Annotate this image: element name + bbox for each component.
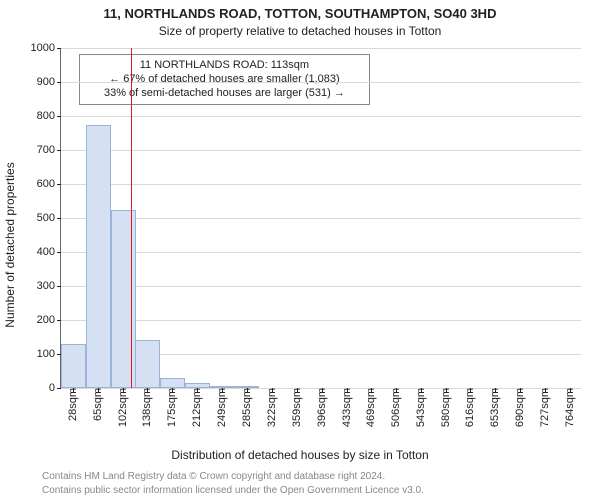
y-tick-mark <box>57 218 61 219</box>
y-tick-mark <box>57 48 61 49</box>
x-tick-label: 359sqm <box>291 388 303 427</box>
x-tick-label: 138sqm <box>141 388 153 427</box>
gridline <box>61 184 581 185</box>
footer-line-2: Contains public sector information licen… <box>42 485 424 496</box>
y-tick-mark <box>57 150 61 151</box>
y-tick-label: 700 <box>37 144 55 156</box>
gridline <box>61 48 581 49</box>
y-tick-mark <box>57 320 61 321</box>
x-tick-label: 175sqm <box>166 388 178 427</box>
x-tick-label: 322sqm <box>266 388 278 427</box>
histogram-bar <box>210 386 235 388</box>
gridline <box>61 286 581 287</box>
gridline <box>61 218 581 219</box>
x-tick-label: 28sqm <box>67 388 79 421</box>
x-tick-label: 285sqm <box>241 388 253 427</box>
histogram-bar <box>86 125 111 389</box>
x-tick-label: 249sqm <box>216 388 228 427</box>
y-tick-label: 900 <box>37 76 55 88</box>
annotation-line: ← 67% of detached houses are smaller (1,… <box>88 73 360 87</box>
y-tick-label: 0 <box>49 382 55 394</box>
annotation-line: 33% of semi-detached houses are larger (… <box>88 87 360 101</box>
y-tick-mark <box>57 286 61 287</box>
x-tick-label: 506sqm <box>390 388 402 427</box>
x-tick-label: 543sqm <box>415 388 427 427</box>
reference-line <box>131 48 132 388</box>
y-tick-label: 800 <box>37 110 55 122</box>
x-tick-label: 616sqm <box>464 388 476 427</box>
histogram-bar <box>160 378 185 388</box>
y-tick-label: 600 <box>37 178 55 190</box>
histogram-bar <box>135 340 160 388</box>
chart-title: 11, NORTHLANDS ROAD, TOTTON, SOUTHAMPTON… <box>0 6 600 21</box>
y-tick-mark <box>57 82 61 83</box>
histogram-bar <box>111 210 136 389</box>
y-tick-label: 100 <box>37 348 55 360</box>
x-tick-label: 580sqm <box>440 388 452 427</box>
x-tick-label: 727sqm <box>539 388 551 427</box>
y-tick-mark <box>57 252 61 253</box>
y-tick-mark <box>57 388 61 389</box>
gridline <box>61 320 581 321</box>
y-tick-label: 1000 <box>31 42 55 54</box>
annotation-line: 11 NORTHLANDS ROAD: 113sqm <box>88 59 360 73</box>
y-tick-label: 300 <box>37 280 55 292</box>
x-tick-label: 690sqm <box>514 388 526 427</box>
gridline <box>61 82 581 83</box>
annotation-box: 11 NORTHLANDS ROAD: 113sqm← 67% of detac… <box>79 54 369 105</box>
y-tick-label: 200 <box>37 314 55 326</box>
histogram-bar <box>61 344 86 388</box>
chart-subtitle: Size of property relative to detached ho… <box>0 24 600 38</box>
histogram-bar <box>234 386 259 388</box>
x-tick-label: 433sqm <box>341 388 353 427</box>
plot-area: 11 NORTHLANDS ROAD: 113sqm← 67% of detac… <box>60 48 581 389</box>
x-tick-label: 212sqm <box>191 388 203 427</box>
x-tick-label: 764sqm <box>564 388 576 427</box>
y-tick-mark <box>57 184 61 185</box>
y-tick-label: 500 <box>37 212 55 224</box>
footer-line-1: Contains HM Land Registry data © Crown c… <box>42 471 385 482</box>
gridline <box>61 252 581 253</box>
x-axis-label: Distribution of detached houses by size … <box>0 448 600 462</box>
gridline <box>61 116 581 117</box>
y-tick-mark <box>57 116 61 117</box>
y-tick-label: 400 <box>37 246 55 258</box>
y-axis-label: Number of detached properties <box>3 162 17 327</box>
x-tick-label: 653sqm <box>489 388 501 427</box>
gridline <box>61 150 581 151</box>
x-tick-label: 396sqm <box>316 388 328 427</box>
x-tick-label: 469sqm <box>365 388 377 427</box>
histogram-bar <box>185 383 210 388</box>
chart-container: 11, NORTHLANDS ROAD, TOTTON, SOUTHAMPTON… <box>0 0 600 500</box>
x-tick-label: 102sqm <box>117 388 129 427</box>
x-tick-label: 65sqm <box>92 388 104 421</box>
